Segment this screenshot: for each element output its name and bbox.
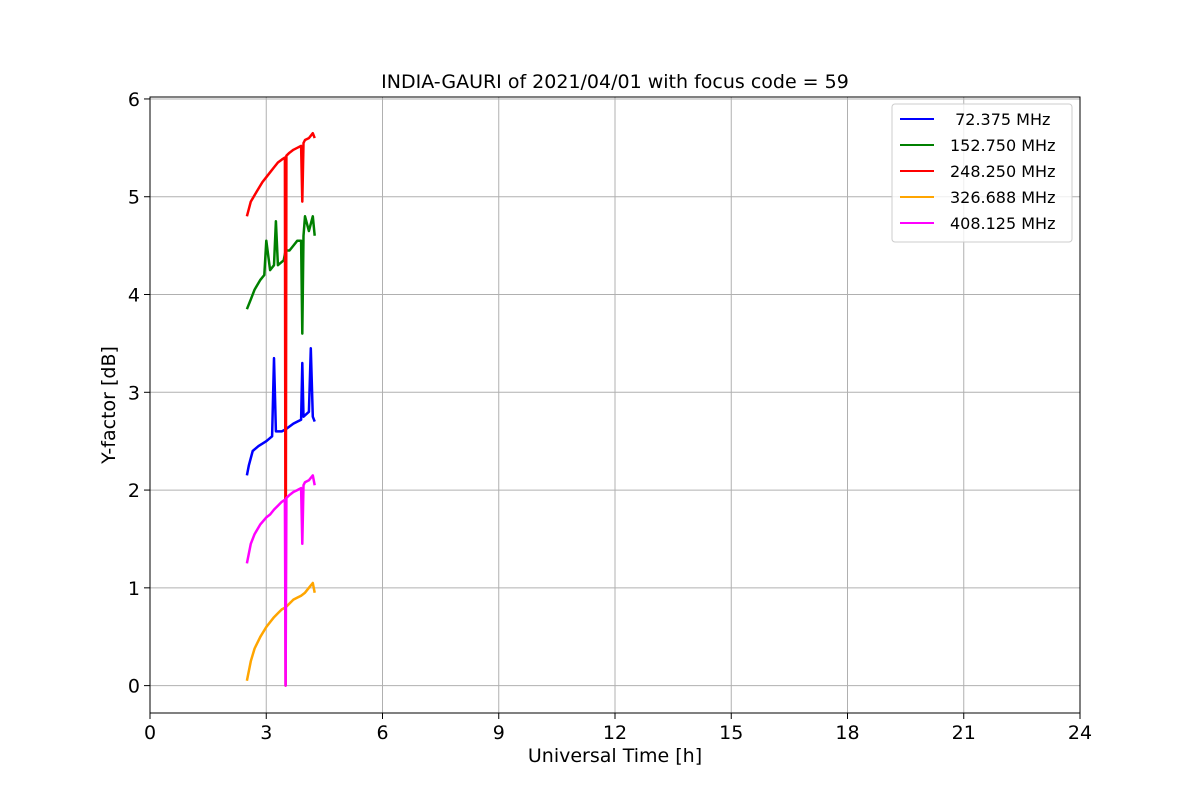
x-tick-label: 3 [260,722,272,744]
y-tick-label: 5 [128,187,140,209]
series-line-2 [245,131,316,687]
y-tick-label: 2 [128,480,140,502]
y-tick-label: 0 [128,676,140,698]
x-tick-label: 9 [493,722,505,744]
y-tick-label: 6 [128,89,140,111]
legend-label-1: 152.750 MHz [950,136,1055,155]
y-tick-label: 4 [128,285,140,307]
chart-title: INDIA-GAURI of 2021/04/01 with focus cod… [381,71,849,93]
x-tick-label: 6 [376,722,388,744]
series-line-0 [245,347,316,476]
series-line-3 [245,581,316,681]
x-tick-label: 12 [603,722,627,744]
y-axis-ticks: 0 1 2 3 4 5 6 [128,89,150,698]
legend: 72.375 MHz 152.750 MHz 248.250 MHz 326.688 … [891,103,1073,243]
legend-label-4: 408.125 MHz [950,214,1055,233]
legend-label-2: 248.250 MHz [950,162,1055,181]
x-axis-label: Universal Time [h] [528,745,702,767]
y-tick-label: 3 [128,382,140,404]
series-line-4 [245,474,316,687]
x-tick-label: 15 [719,722,743,744]
x-tick-label: 0 [144,722,156,744]
x-tick-label: 24 [1068,722,1092,744]
legend-label-0: 72.375 MHz [950,110,1050,129]
legend-label-3: 326.688 MHz [950,188,1055,207]
x-axis-ticks: 0 3 6 9 12 15 18 21 24 [144,713,1092,744]
legend-box [891,103,1073,243]
y-axis-label: Y-factor [dB] [98,346,120,465]
y-tick-label: 1 [128,578,140,600]
plot-series [245,131,316,687]
x-tick-label: 18 [835,722,859,744]
x-tick-label: 21 [952,722,976,744]
